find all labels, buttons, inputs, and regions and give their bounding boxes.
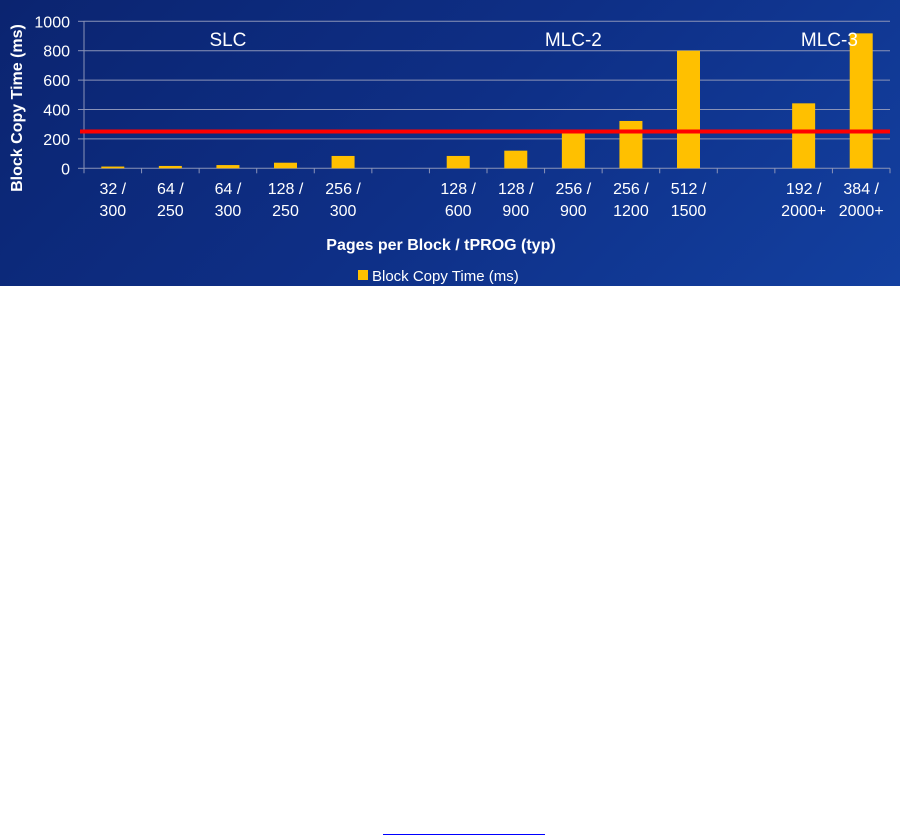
- x-tick-label: 128 /: [268, 181, 304, 198]
- bar: [274, 162, 297, 169]
- y-tick-label: 200: [43, 132, 70, 149]
- y-tick-label: 800: [43, 44, 70, 61]
- x-tick-label: 128 /: [498, 181, 534, 198]
- x-tick-label: 250: [157, 203, 184, 220]
- bar: [561, 132, 585, 169]
- bar: [331, 155, 355, 169]
- group-label: MLC-2: [545, 30, 602, 51]
- x-tick-label: 2000+: [839, 203, 884, 220]
- y-tick-label: 400: [43, 103, 70, 120]
- x-tick-label: 300: [99, 203, 126, 220]
- bar: [677, 50, 700, 169]
- bar: [101, 166, 125, 169]
- x-tick-label: 256 /: [556, 181, 592, 198]
- y-tick-label: 0: [61, 161, 70, 178]
- x-tick-label: 600: [445, 203, 472, 220]
- x-tick-label: 300: [215, 203, 242, 220]
- bar: [504, 150, 528, 169]
- x-tick-label: 32 /: [99, 181, 126, 198]
- x-tick-label: 128 /: [440, 181, 476, 198]
- bar: [446, 155, 470, 169]
- y-tick-label: 1000: [34, 14, 70, 31]
- x-tick-label: 64 /: [215, 181, 242, 198]
- group-label: SLC: [209, 30, 246, 51]
- x-tick-label: 384 /: [843, 181, 879, 198]
- x-tick-label: 300: [330, 203, 357, 220]
- legend-label: Block Copy Time (ms): [372, 268, 519, 285]
- bar: [792, 103, 816, 169]
- group-label: MLC-3: [801, 30, 858, 51]
- x-tick-label: 2000+: [781, 203, 826, 220]
- bar: [849, 33, 873, 169]
- bar: [216, 165, 240, 169]
- legend-swatch: [358, 270, 368, 280]
- x-tick-label: 256 /: [325, 181, 361, 198]
- y-tick-label: 600: [43, 73, 70, 90]
- x-tick-label: 192 /: [786, 181, 822, 198]
- x-tick-label: 64 /: [157, 181, 184, 198]
- x-tick-label: 1500: [671, 203, 707, 220]
- chart-panel: 0 200 400 600 800 1000 32 / 300 64 / 250 64 / 300 12…: [0, 0, 900, 286]
- x-tick-label: 1200: [613, 203, 649, 220]
- x-axis-title: Pages per Block / tPROG (typ): [326, 237, 555, 254]
- y-axis-title: Block Copy Time (ms): [9, 24, 26, 192]
- x-tick-label: 250: [272, 203, 299, 220]
- x-tick-label: 256 /: [613, 181, 649, 198]
- x-tick-label: 900: [560, 203, 587, 220]
- x-tick-label: 512 /: [671, 181, 707, 198]
- hyperlink-underline[interactable]: [383, 834, 545, 835]
- bar-chart: 0 200 400 600 800 1000 32 / 300 64 / 250 64 / 300 12…: [9, 14, 891, 285]
- x-tick-label: 900: [502, 203, 529, 220]
- bar: [158, 165, 182, 169]
- bar: [619, 120, 643, 169]
